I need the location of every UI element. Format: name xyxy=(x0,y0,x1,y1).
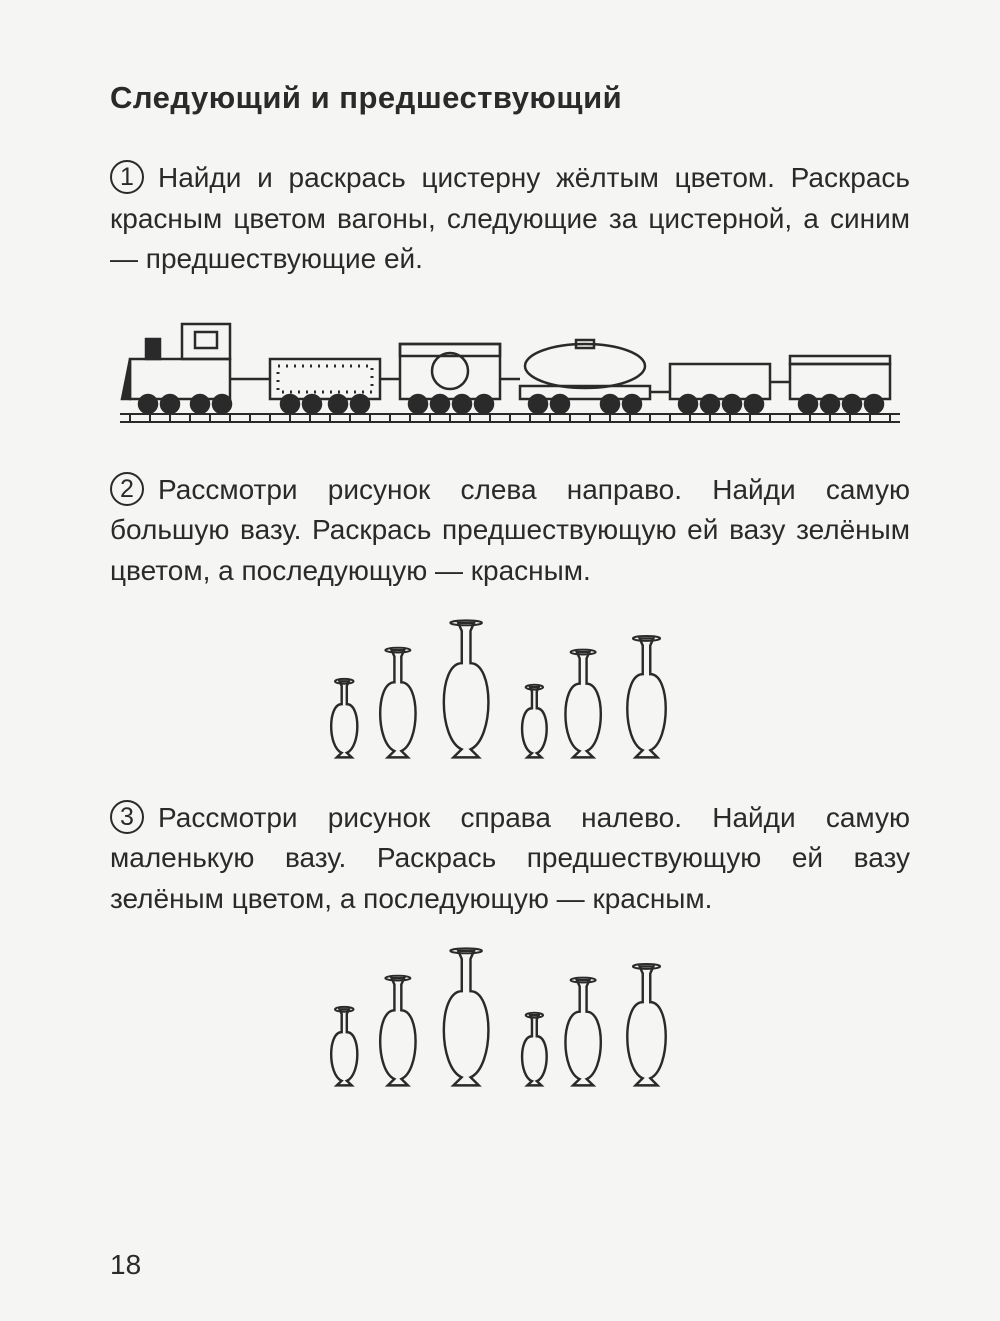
train-svg xyxy=(120,304,900,434)
train-open-wagon xyxy=(670,364,790,413)
task-3-number: 3 xyxy=(110,800,144,834)
vase-3 xyxy=(444,622,489,757)
train-covered-wagon xyxy=(790,356,890,413)
task-3-text: 3Рассмотри рисунок справа налево. Найди … xyxy=(110,798,910,920)
train-dotted-wagon xyxy=(270,359,400,413)
vase-6 xyxy=(627,638,665,757)
task-1: 1Найди и раскрась цистерну жёлтым цветом… xyxy=(110,158,910,280)
page-title: Следующий и предшествующий xyxy=(110,80,910,116)
task-1-text: 1Найди и раскрась цистерну жёлтым цветом… xyxy=(110,158,910,280)
task-1-number: 1 xyxy=(110,160,144,194)
train-illustration xyxy=(110,304,910,434)
task-2: 2Рассмотри рисунок слева направо. Найди … xyxy=(110,470,910,592)
vases-svg-1 xyxy=(315,616,705,762)
vase-4 xyxy=(522,1015,547,1085)
vase-5 xyxy=(565,980,600,1085)
vase-1 xyxy=(331,681,357,757)
task-3-body: Рассмотри рисунок справа налево. Найди с… xyxy=(110,802,910,914)
train-tank-wagon xyxy=(520,340,670,413)
train-passenger-wagon xyxy=(400,344,520,413)
vase-2 xyxy=(380,650,415,757)
vase-4 xyxy=(522,687,547,757)
vase-2 xyxy=(380,978,415,1085)
vase-6 xyxy=(627,966,665,1085)
vase-3 xyxy=(444,950,489,1085)
task-2-text: 2Рассмотри рисунок слева направо. Найди … xyxy=(110,470,910,592)
task-2-body: Рассмотри рисунок слева направо. Найди с… xyxy=(110,474,910,586)
vase-5 xyxy=(565,652,600,757)
vases-svg-2 xyxy=(315,944,705,1090)
vase-1 xyxy=(331,1009,357,1085)
vases-illustration-2 xyxy=(110,944,910,1090)
vases-illustration-1 xyxy=(110,616,910,762)
task-3: 3Рассмотри рисунок справа налево. Найди … xyxy=(110,798,910,920)
page-number: 18 xyxy=(110,1249,141,1281)
task-2-number: 2 xyxy=(110,472,144,506)
task-1-body: Найди и раскрась цистерну жёлтым цветом.… xyxy=(110,162,910,274)
train-locomotive xyxy=(122,324,270,413)
